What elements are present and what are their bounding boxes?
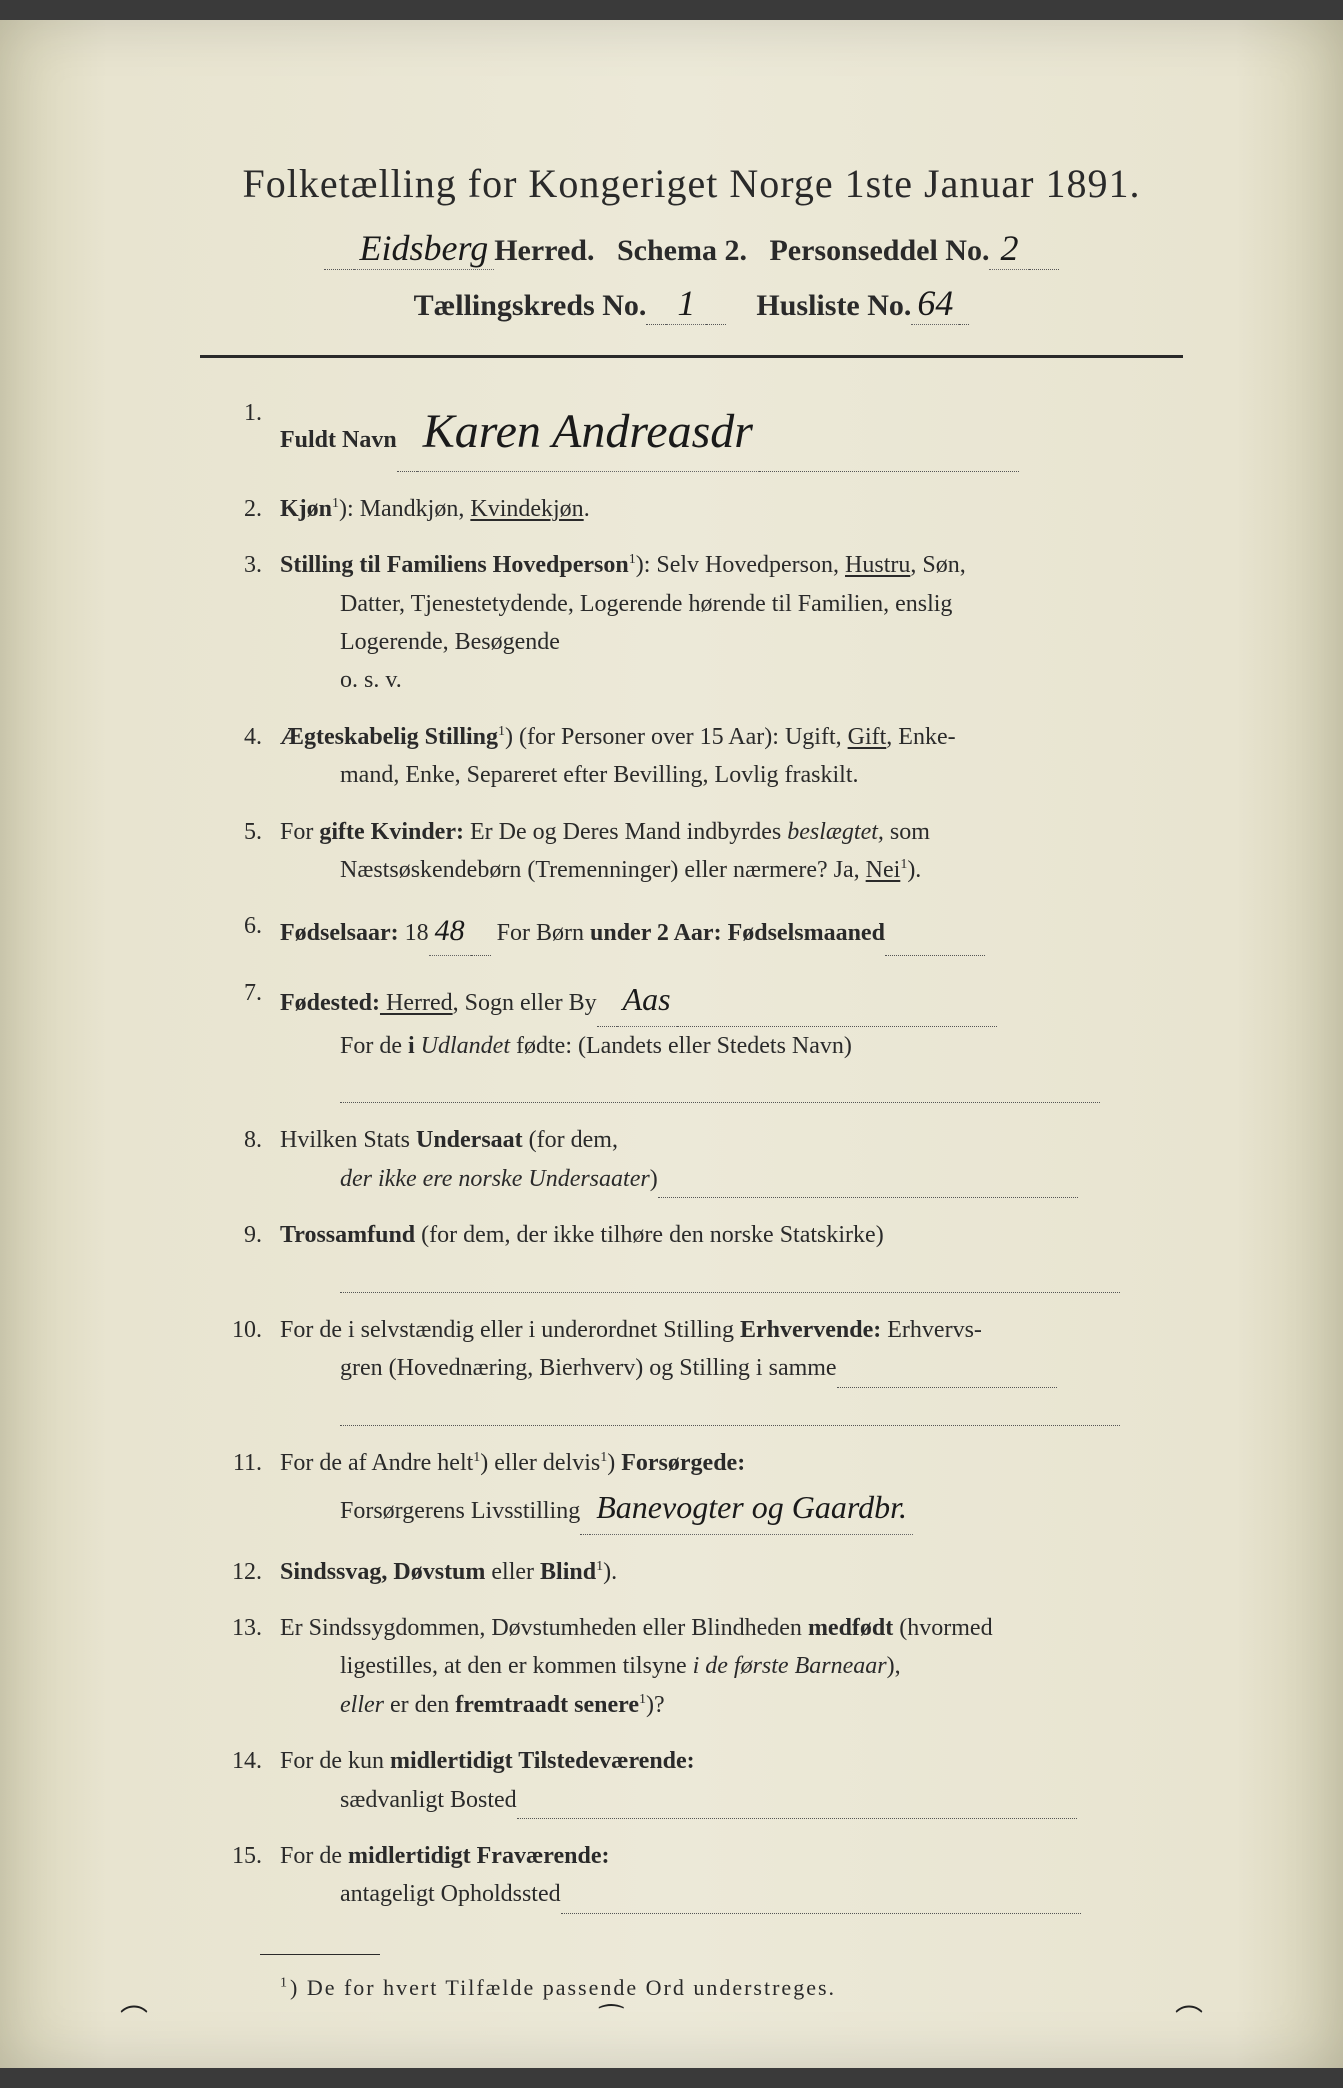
field-8: 8. Hvilken Stats Undersaat (for dem, der… (220, 1121, 1183, 1198)
herred-handwritten: Eidsberg (354, 227, 495, 270)
fields-container: 1. Fuldt Navn Karen Andreasdr 2. Kjøn1): … (200, 394, 1183, 1914)
header-divider (200, 355, 1183, 358)
field-num: 3. (220, 546, 280, 584)
kreds-no: 1 (666, 282, 706, 325)
field-num: 10. (220, 1311, 280, 1349)
footnote: 1) De for hvert Tilfælde passende Ord un… (200, 1975, 1183, 2001)
selected-related: Nei (866, 857, 901, 883)
husliste-label: Husliste No. (756, 289, 911, 322)
herred-line: EidsbergHerred. Schema 2. Personseddel N… (200, 227, 1183, 270)
personseddel-label: Personseddel No. (769, 234, 989, 267)
birth-year: 48 (429, 907, 471, 956)
field-4: 4. Ægteskabelig Stilling1) (for Personer… (220, 718, 1183, 795)
provider-occupation: Banevogter og Gaardbr. (590, 1482, 913, 1534)
selected-relation: Hustru (845, 552, 910, 578)
field-label: Ægteskabelig Stilling (280, 724, 498, 750)
kreds-line: Tællingskreds No. 1 Husliste No.64 (200, 282, 1183, 325)
sup: 1 (332, 496, 339, 511)
birthplace-value: Aas (617, 974, 677, 1026)
herred-label: Herred. (494, 234, 594, 267)
form-header: Folketælling for Kongeriget Norge 1ste J… (200, 160, 1183, 325)
field-num: 7. (220, 974, 280, 1012)
selected-marital: Gift (848, 724, 887, 750)
full-name-value: Karen Andreasdr (417, 394, 759, 472)
tear-mark-left: ⌒ (120, 1998, 148, 2038)
field-13: 13. Er Sindssygdommen, Døvstumheden elle… (220, 1609, 1183, 1724)
field-label: Kjøn (280, 496, 332, 522)
field-label: Stilling til Familiens Hovedperson (280, 552, 629, 578)
field-3: 3. Stilling til Familiens Hovedperson1):… (220, 546, 1183, 700)
field-12: 12. Sindssvag, Døvstum eller Blind1). (220, 1553, 1183, 1591)
line3: Logerende, Besøgende (280, 623, 1183, 661)
field-14: 14. For de kun midlertidigt Tilstedevære… (220, 1742, 1183, 1819)
selected-birthplace-type: Herred (380, 990, 453, 1016)
field-num: 9. (220, 1216, 280, 1254)
line2: Datter, Tjenestetydende, Logerende høren… (280, 585, 1183, 623)
field-1: 1. Fuldt Navn Karen Andreasdr (220, 394, 1183, 472)
field-11: 11. For de af Andre helt1) eller delvis1… (220, 1444, 1183, 1535)
field-num: 8. (220, 1121, 280, 1159)
schema-label: Schema 2. (617, 234, 747, 267)
field-num: 11. (220, 1444, 280, 1482)
census-form-page: Folketælling for Kongeriget Norge 1ste J… (0, 20, 1343, 2068)
field-10: 10. For de i selvstændig eller i underor… (220, 1311, 1183, 1426)
field-label: Fuldt Navn (280, 427, 397, 453)
field-5: 5. For gifte Kvinder: Er De og Deres Man… (220, 813, 1183, 890)
field-num: 2. (220, 490, 280, 528)
main-title: Folketælling for Kongeriget Norge 1ste J… (200, 160, 1183, 207)
tear-mark-right: ⌒ (1175, 1998, 1203, 2038)
options: Mandkjøn, (360, 496, 471, 522)
footnote-divider (260, 1954, 380, 1955)
tear-mark-center: ⁀ (600, 2004, 623, 2038)
husliste-no: 64 (911, 282, 959, 325)
line4: o. s. v. (280, 661, 1183, 699)
field-15: 15. For de midlertidigt Fraværende: anta… (220, 1837, 1183, 1914)
field-num: 1. (220, 394, 280, 432)
field-9: 9. Trossamfund (for dem, der ikke tilhør… (220, 1216, 1183, 1293)
field-num: 4. (220, 718, 280, 756)
selected-gender: Kvindekjøn (470, 496, 583, 522)
personseddel-no: 2 (989, 227, 1029, 270)
field-2: 2. Kjøn1): Mandkjøn, Kvindekjøn. (220, 490, 1183, 528)
field-num: 15. (220, 1837, 280, 1875)
field-num: 6. (220, 907, 280, 945)
field-num: 12. (220, 1553, 280, 1591)
field-num: 14. (220, 1742, 280, 1780)
field-6: 6. Fødselsaar: 1848 For Børn under 2 Aar… (220, 907, 1183, 956)
field-num: 13. (220, 1609, 280, 1647)
field-7: 7. Fødested: Herred, Sogn eller ByAas Fo… (220, 974, 1183, 1103)
field-num: 5. (220, 813, 280, 851)
kreds-label: Tællingskreds No. (414, 289, 647, 322)
